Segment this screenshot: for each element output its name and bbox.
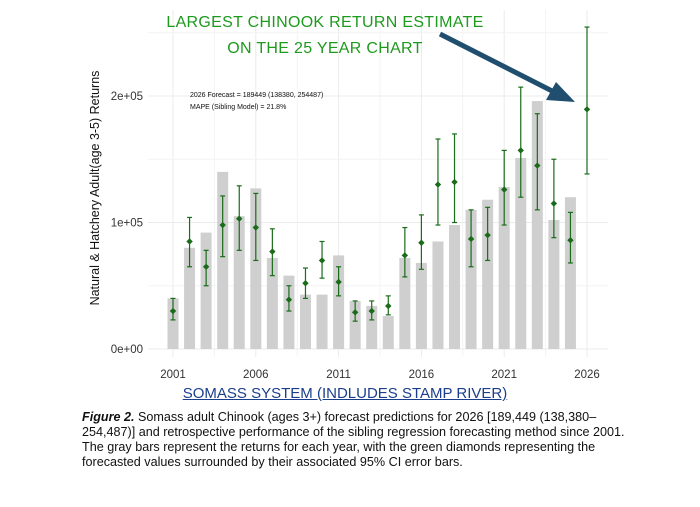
forecast-point [567, 237, 574, 244]
return-bar [564, 197, 576, 349]
forecast-point [401, 252, 409, 259]
forecast-point [385, 302, 392, 310]
mape-info-text: MAPE (Sibling Model) = 21.8% [190, 104, 286, 111]
return-bar [548, 219, 560, 349]
forecast-point [236, 215, 243, 222]
x-tick-label: 2021 [491, 369, 517, 381]
return-bar [498, 187, 510, 349]
return-bar [200, 232, 212, 349]
return-bar [531, 101, 543, 349]
forecast-point [517, 147, 524, 154]
return-bar [316, 294, 328, 349]
x-tick-label: 2026 [574, 369, 600, 381]
forecast-point [534, 162, 541, 169]
caption-label: Figure 2. [82, 410, 135, 424]
annotation-arrow [438, 31, 575, 102]
forecast-point [318, 257, 326, 264]
forecast-point [335, 278, 342, 286]
return-bar [465, 209, 477, 349]
error-bars [169, 26, 591, 322]
return-bar [449, 225, 461, 349]
return-bar [283, 275, 295, 349]
return-bar [299, 294, 311, 349]
forecast-point [302, 280, 309, 287]
forecast-point [169, 307, 177, 315]
return-bar [515, 157, 527, 349]
forecast-point [451, 178, 458, 186]
x-tick-label: 2016 [409, 369, 435, 381]
return-bar [217, 171, 229, 349]
y-tick-label: 2e+05 [111, 91, 143, 103]
return-bar [266, 257, 278, 349]
return-bar [399, 257, 411, 349]
forecast-point [501, 186, 508, 193]
forecast-point [467, 235, 475, 243]
return-bar [167, 298, 179, 349]
annotation-line-2: ON THE 25 YEAR CHART [227, 40, 423, 57]
forecast-point [351, 309, 359, 316]
forecast-point [285, 296, 293, 303]
x-tick-label: 2006 [243, 369, 269, 381]
annotation: LARGEST CHINOOK RETURN ESTIMATE ON THE 2… [130, 10, 520, 62]
return-bar [349, 300, 361, 349]
x-tick-label: 2001 [160, 369, 186, 381]
forecast-point [219, 221, 226, 229]
return-bar [250, 188, 262, 349]
forecast-point [434, 181, 442, 188]
return-bar [382, 316, 394, 349]
return-bar [366, 305, 378, 349]
return-bar [482, 199, 494, 349]
forecast-point [368, 307, 375, 315]
bars [167, 101, 576, 349]
figure-caption: Figure 2. Somass adult Chinook (ages 3+)… [82, 410, 642, 470]
forecast-point [583, 106, 591, 113]
forecast-point [418, 239, 425, 246]
axes: 2001 2006 2011 2016 2021 2026 0e+00 1e+05 2e+05 [111, 91, 600, 381]
x-tick-label: 2011 [326, 369, 351, 381]
forecast-point [550, 200, 558, 207]
forecast-point [252, 224, 259, 231]
forecast-point [484, 231, 491, 239]
return-bar [233, 216, 245, 349]
chart-svg: 2001 2006 2011 2016 2021 20260e+001e+052e+05 … [88, 10, 608, 381]
forecast-info-text: 2026 Forecast = 189449 (138380, 254487) [190, 92, 323, 99]
y-axis-label: Natural & Hatchery Adult(age 3-5) Return… [88, 71, 102, 306]
forecast-point [186, 238, 193, 245]
annotation-line-1: LARGEST CHINOOK RETURN ESTIMATE [166, 14, 484, 31]
system-subtitle: SOMASS SYSTEM (INDLUDES STAMP RIVER) [182, 385, 508, 402]
return-bar [415, 262, 427, 349]
return-bar [333, 255, 345, 349]
caption-text: Somass adult Chinook (ages 3+) forecast … [82, 410, 625, 469]
y-tick-label: 0e+00 [111, 344, 143, 356]
forecast-point [202, 263, 210, 270]
return-bar [432, 241, 444, 349]
forecast-point [269, 248, 276, 255]
y-tick-label: 1e+05 [111, 218, 143, 230]
return-bar [184, 247, 196, 349]
